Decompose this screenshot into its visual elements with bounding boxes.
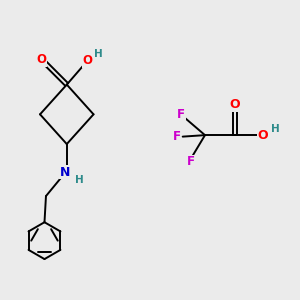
Text: H: H [75, 175, 84, 185]
Text: F: F [187, 155, 195, 168]
Text: O: O [230, 98, 240, 111]
Text: O: O [258, 129, 268, 142]
Text: F: F [177, 108, 185, 121]
Text: O: O [36, 53, 46, 66]
Text: O: O [82, 54, 93, 67]
Text: N: N [60, 166, 70, 179]
Text: H: H [94, 49, 103, 59]
Text: H: H [271, 124, 280, 134]
Text: F: F [173, 130, 181, 143]
